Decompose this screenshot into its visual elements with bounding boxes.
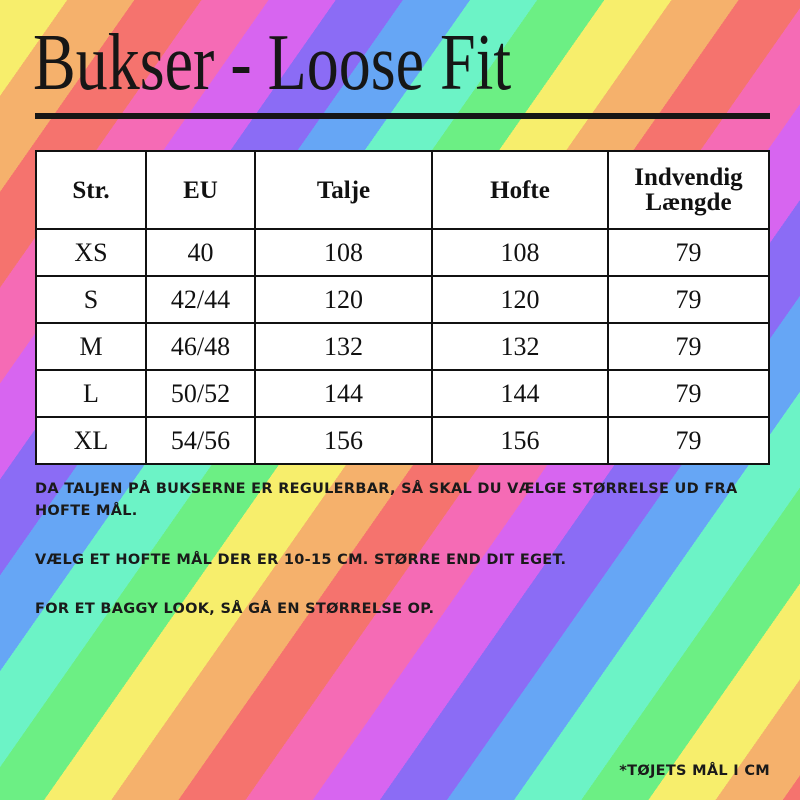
table-header-row: Str. EU Talje Hofte Indvendig Længde <box>35 150 770 230</box>
cell-waist: 132 <box>254 322 433 371</box>
cell-eu: 50/52 <box>145 369 256 418</box>
cell-eu: 46/48 <box>145 322 256 371</box>
table-row: XS 40 108 108 79 <box>35 228 770 277</box>
cell-inseam: 79 <box>607 369 770 418</box>
cell-inseam: 79 <box>607 228 770 277</box>
note-1: DA TALJEN PÅ BUKSERNE ER REGULERBAR, SÅ … <box>35 481 738 519</box>
header-eu: EU <box>145 150 256 230</box>
title-divider <box>35 113 770 119</box>
cell-waist: 120 <box>254 275 433 324</box>
note-2: VÆLG ET HOFTE MÅL DER ER 10-15 CM. STØRR… <box>35 552 567 568</box>
cell-hip: 144 <box>431 369 609 418</box>
cell-hip: 120 <box>431 275 609 324</box>
cell-waist: 156 <box>254 416 433 465</box>
cell-size: M <box>35 322 147 371</box>
cell-inseam: 79 <box>607 275 770 324</box>
cell-hip: 156 <box>431 416 609 465</box>
page-title: Bukser - Loose Fit <box>33 19 512 107</box>
table-row: M 46/48 132 132 79 <box>35 322 770 371</box>
cell-inseam: 79 <box>607 322 770 371</box>
header-waist: Talje <box>254 150 433 230</box>
cell-hip: 132 <box>431 322 609 371</box>
note-3: FOR ET BAGGY LOOK, SÅ GÅ EN STØRRELSE OP… <box>35 601 435 617</box>
cell-size: XS <box>35 228 147 277</box>
size-notes: DA TALJEN PÅ BUKSERNE ER REGULERBAR, SÅ … <box>35 478 780 647</box>
cell-waist: 108 <box>254 228 433 277</box>
cell-eu: 40 <box>145 228 256 277</box>
header-hip: Hofte <box>431 150 609 230</box>
cell-size: XL <box>35 416 147 465</box>
cell-inseam: 79 <box>607 416 770 465</box>
cell-size: S <box>35 275 147 324</box>
measurement-footnote: *TØJETS MÅL I CM <box>619 763 770 779</box>
cell-eu: 42/44 <box>145 275 256 324</box>
header-size: Str. <box>35 150 147 230</box>
size-table: Str. EU Talje Hofte Indvendig Længde XS 4… <box>35 150 770 465</box>
cell-waist: 144 <box>254 369 433 418</box>
cell-size: L <box>35 369 147 418</box>
table-row: L 50/52 144 144 79 <box>35 369 770 418</box>
cell-eu: 54/56 <box>145 416 256 465</box>
header-inseam: Indvendig Længde <box>607 150 770 230</box>
cell-hip: 108 <box>431 228 609 277</box>
table-row: XL 54/56 156 156 79 <box>35 416 770 465</box>
table-row: S 42/44 120 120 79 <box>35 275 770 324</box>
